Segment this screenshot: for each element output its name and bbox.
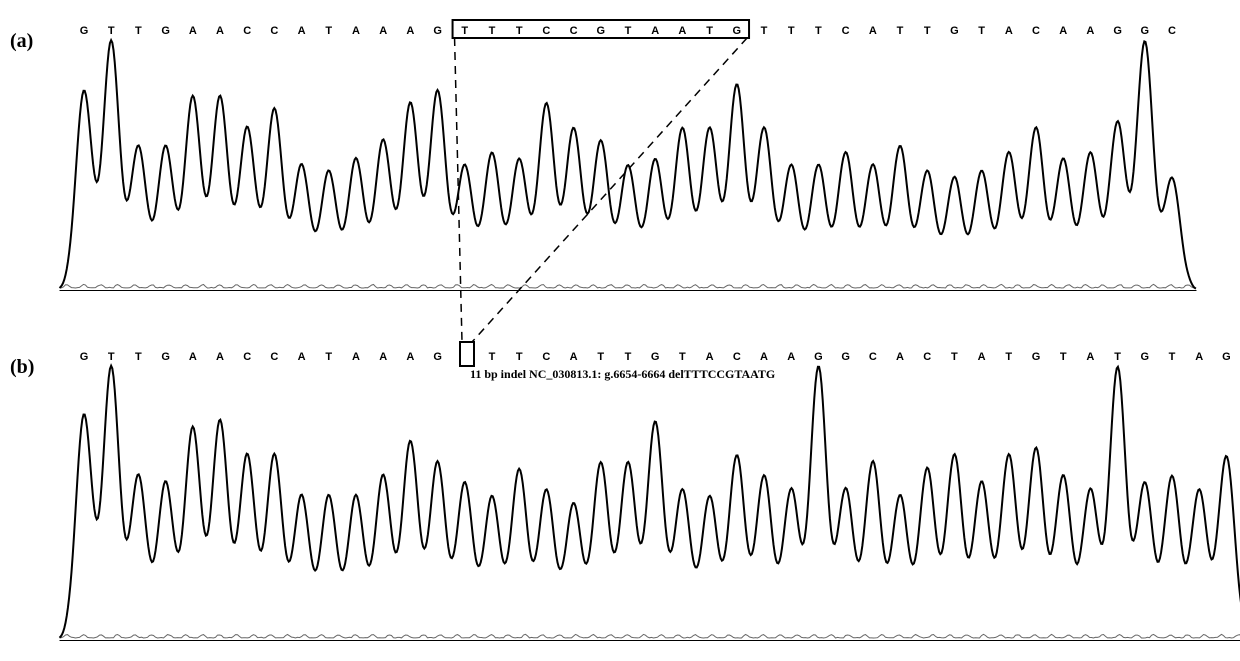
- panel_a-base-15: T: [489, 25, 496, 37]
- panel_b-base-37: A: [1086, 351, 1094, 363]
- panel_b-base-0: G: [80, 351, 89, 363]
- panel_b-base-25: A: [760, 351, 768, 363]
- panel_b-base-1: T: [108, 351, 115, 363]
- panel_b-base-10: A: [352, 351, 360, 363]
- panel_a-base-19: G: [597, 25, 606, 37]
- panel_b-base-24: C: [733, 351, 741, 363]
- panel_a-base-8: A: [298, 25, 306, 37]
- panel_a-base-5: A: [216, 25, 224, 37]
- panel_a-base-34: A: [1005, 25, 1013, 37]
- panel_b-base-8: A: [298, 351, 306, 363]
- panel_a-base-0: G: [80, 25, 89, 37]
- panel_a-base-28: C: [842, 25, 850, 37]
- panel_b-base-26: A: [787, 351, 795, 363]
- panel_b-base-38: T: [1114, 351, 1121, 363]
- indel-marker-rect: [460, 342, 474, 366]
- panel_a-base-30: T: [897, 25, 904, 37]
- panel_b-base-2: T: [135, 351, 142, 363]
- panel_b-base-39: G: [1141, 351, 1150, 363]
- panel_a-base-27: T: [815, 25, 822, 37]
- panel_b-base-33: A: [978, 351, 986, 363]
- panel_b-base-29: C: [869, 351, 877, 363]
- panel_a-base-12: A: [406, 25, 414, 37]
- panel_b-base-3: G: [161, 351, 170, 363]
- panel_a-base-3: G: [161, 25, 170, 37]
- panel_b-base-21: G: [651, 351, 660, 363]
- panel_a-base-31: T: [924, 25, 931, 37]
- panel_a-base-35: C: [1032, 25, 1040, 37]
- panel_a-base-36: A: [1059, 25, 1067, 37]
- panel_a-base-26: T: [788, 25, 795, 37]
- panel_a-base-25: T: [761, 25, 768, 37]
- panel_b-base-19: T: [597, 351, 604, 363]
- panel_b-base-23: A: [706, 351, 714, 363]
- panel_b-base-6: C: [243, 351, 251, 363]
- panel_a-base-4: A: [189, 25, 197, 37]
- panel_b-base-42: G: [1222, 351, 1231, 363]
- panel_b-base-11: A: [379, 351, 387, 363]
- panel_b-base-28: G: [841, 351, 850, 363]
- panel_b-base-35: G: [1032, 351, 1041, 363]
- panel_b-base-12: A: [406, 351, 414, 363]
- panel_b-base-27: G: [814, 351, 823, 363]
- panel_a-base-23: T: [706, 25, 713, 37]
- panel_a-base-22: A: [678, 25, 686, 37]
- panel_b-base-13: G: [433, 351, 442, 363]
- panel_a-base-38: G: [1113, 25, 1122, 37]
- panel_a-base-17: C: [542, 25, 550, 37]
- panel_b-base-36: T: [1060, 351, 1067, 363]
- panel_b-base-15: T: [489, 351, 496, 363]
- panel_a-base-13: G: [433, 25, 442, 37]
- panel_a-base-11: A: [379, 25, 387, 37]
- panel_b-base-9: T: [325, 351, 332, 363]
- panel_b-base-31: C: [923, 351, 931, 363]
- panel_b-base-7: C: [270, 351, 278, 363]
- panel-b-label: (b): [10, 356, 34, 379]
- panel_b-baseline-noise: [60, 634, 1240, 638]
- panel_b-base-4: A: [189, 351, 197, 363]
- panel_a-base-21: A: [651, 25, 659, 37]
- panel_b-base-20: T: [625, 351, 632, 363]
- panel_a-base-37: A: [1086, 25, 1094, 37]
- panel_a-base-1: T: [108, 25, 115, 37]
- panel_b-base-32: T: [951, 351, 958, 363]
- panel_a-base-2: T: [135, 25, 142, 37]
- indel-annotation-text: 11 bp indel NC_030813.1: g.6654-6664 del…: [470, 367, 775, 381]
- panel_a-base-39: G: [1141, 25, 1150, 37]
- panel_b-chromatogram-trace: [60, 366, 1240, 638]
- panel_a-base-9: T: [325, 25, 332, 37]
- panel_a-base-33: T: [978, 25, 985, 37]
- panel_b-base-22: T: [679, 351, 686, 363]
- panel_a-base-32: G: [950, 25, 959, 37]
- panel_a-base-20: T: [625, 25, 632, 37]
- panel_b-base-5: A: [216, 351, 224, 363]
- panel_a-base-18: C: [570, 25, 578, 37]
- panel_b-base-17: C: [542, 351, 550, 363]
- panel_a-base-7: C: [270, 25, 278, 37]
- panel_b-base-30: A: [896, 351, 904, 363]
- panel_a-baseline-noise: [60, 284, 1196, 288]
- panel_b-base-41: A: [1195, 351, 1203, 363]
- panel_a-base-14: T: [461, 25, 468, 37]
- panel_a-base-16: T: [516, 25, 523, 37]
- panel_a-base-6: C: [243, 25, 251, 37]
- panel_b-base-34: T: [1005, 351, 1012, 363]
- panel_a-base-10: A: [352, 25, 360, 37]
- panel_b-base-40: T: [1169, 351, 1176, 363]
- panel_a-chromatogram-trace: [60, 40, 1196, 288]
- panel_b-base-18: A: [570, 351, 578, 363]
- panel_a-base-40: C: [1168, 25, 1176, 37]
- panel_b-base-16: T: [516, 351, 523, 363]
- panel_a-base-29: A: [869, 25, 877, 37]
- panel-a-label: (a): [10, 30, 33, 53]
- panel_a-base-24: G: [733, 25, 742, 37]
